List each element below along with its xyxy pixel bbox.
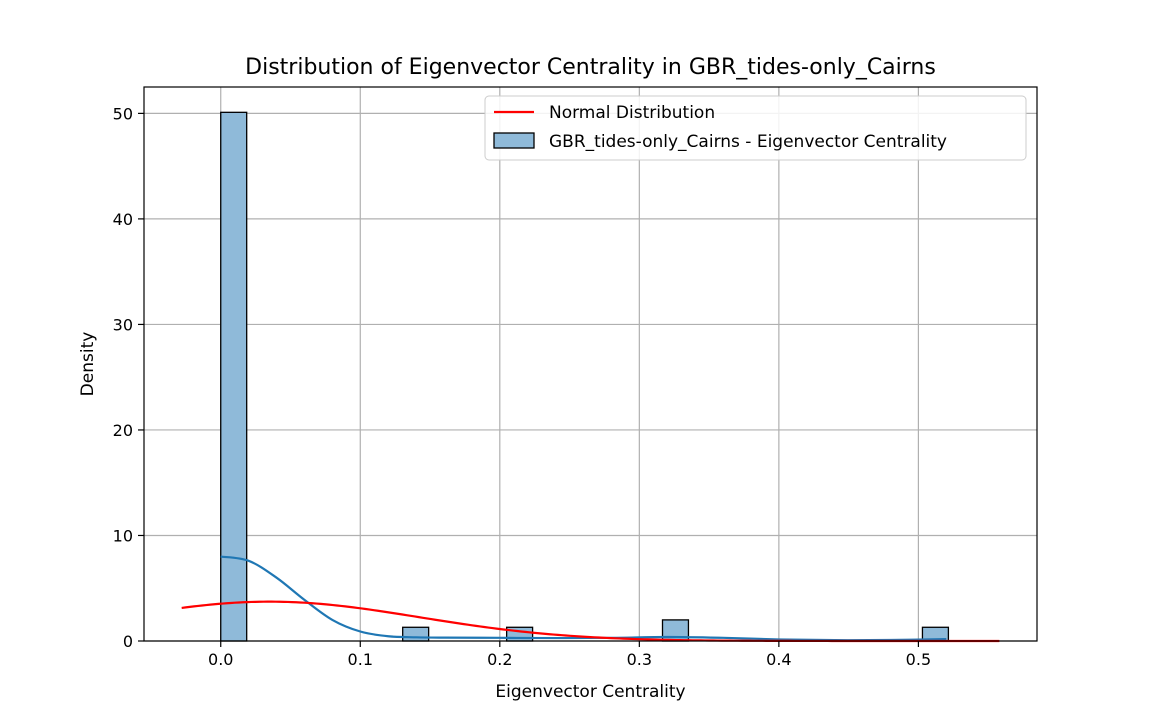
y-tick-label: 40 <box>113 210 133 229</box>
kde-line <box>220 555 947 642</box>
histogram-bar <box>402 626 430 642</box>
x-tick-label: 0.3 <box>627 650 652 669</box>
x-tick-label: 0.1 <box>348 650 373 669</box>
histogram-bar <box>220 111 248 642</box>
chart-title: Distribution of Eigenvector Centrality i… <box>245 55 936 80</box>
plot-frame <box>143 86 1038 642</box>
x-axis-ticks: 0.0 0.1 0.2 0.3 0.4 0.5 <box>208 641 931 669</box>
x-tick-label: 0.5 <box>906 650 931 669</box>
legend-swatch-histogram <box>493 132 535 149</box>
x-tick-label: 0.4 <box>766 650 791 669</box>
legend: Normal Distribution GBR_tides-only_Cairn… <box>484 95 1027 161</box>
y-tick-label: 10 <box>113 526 133 545</box>
x-axis-label: Eigenvector Centrality <box>495 682 685 702</box>
x-tick-label: 0.0 <box>208 650 233 669</box>
y-axis-ticks: 0 10 20 30 40 50 <box>113 104 144 651</box>
y-axis-label: Density <box>78 332 98 397</box>
legend-label-normal: Normal Distribution <box>549 103 715 123</box>
y-tick-label: 20 <box>113 421 133 440</box>
y-tick-label: 50 <box>113 104 133 123</box>
x-tick-label: 0.2 <box>487 650 512 669</box>
legend-box <box>484 95 1027 161</box>
y-tick-label: 0 <box>123 632 133 651</box>
y-tick-label: 30 <box>113 315 133 334</box>
legend-label-histogram: GBR_tides-only_Cairns - Eigenvector Cent… <box>549 132 947 152</box>
